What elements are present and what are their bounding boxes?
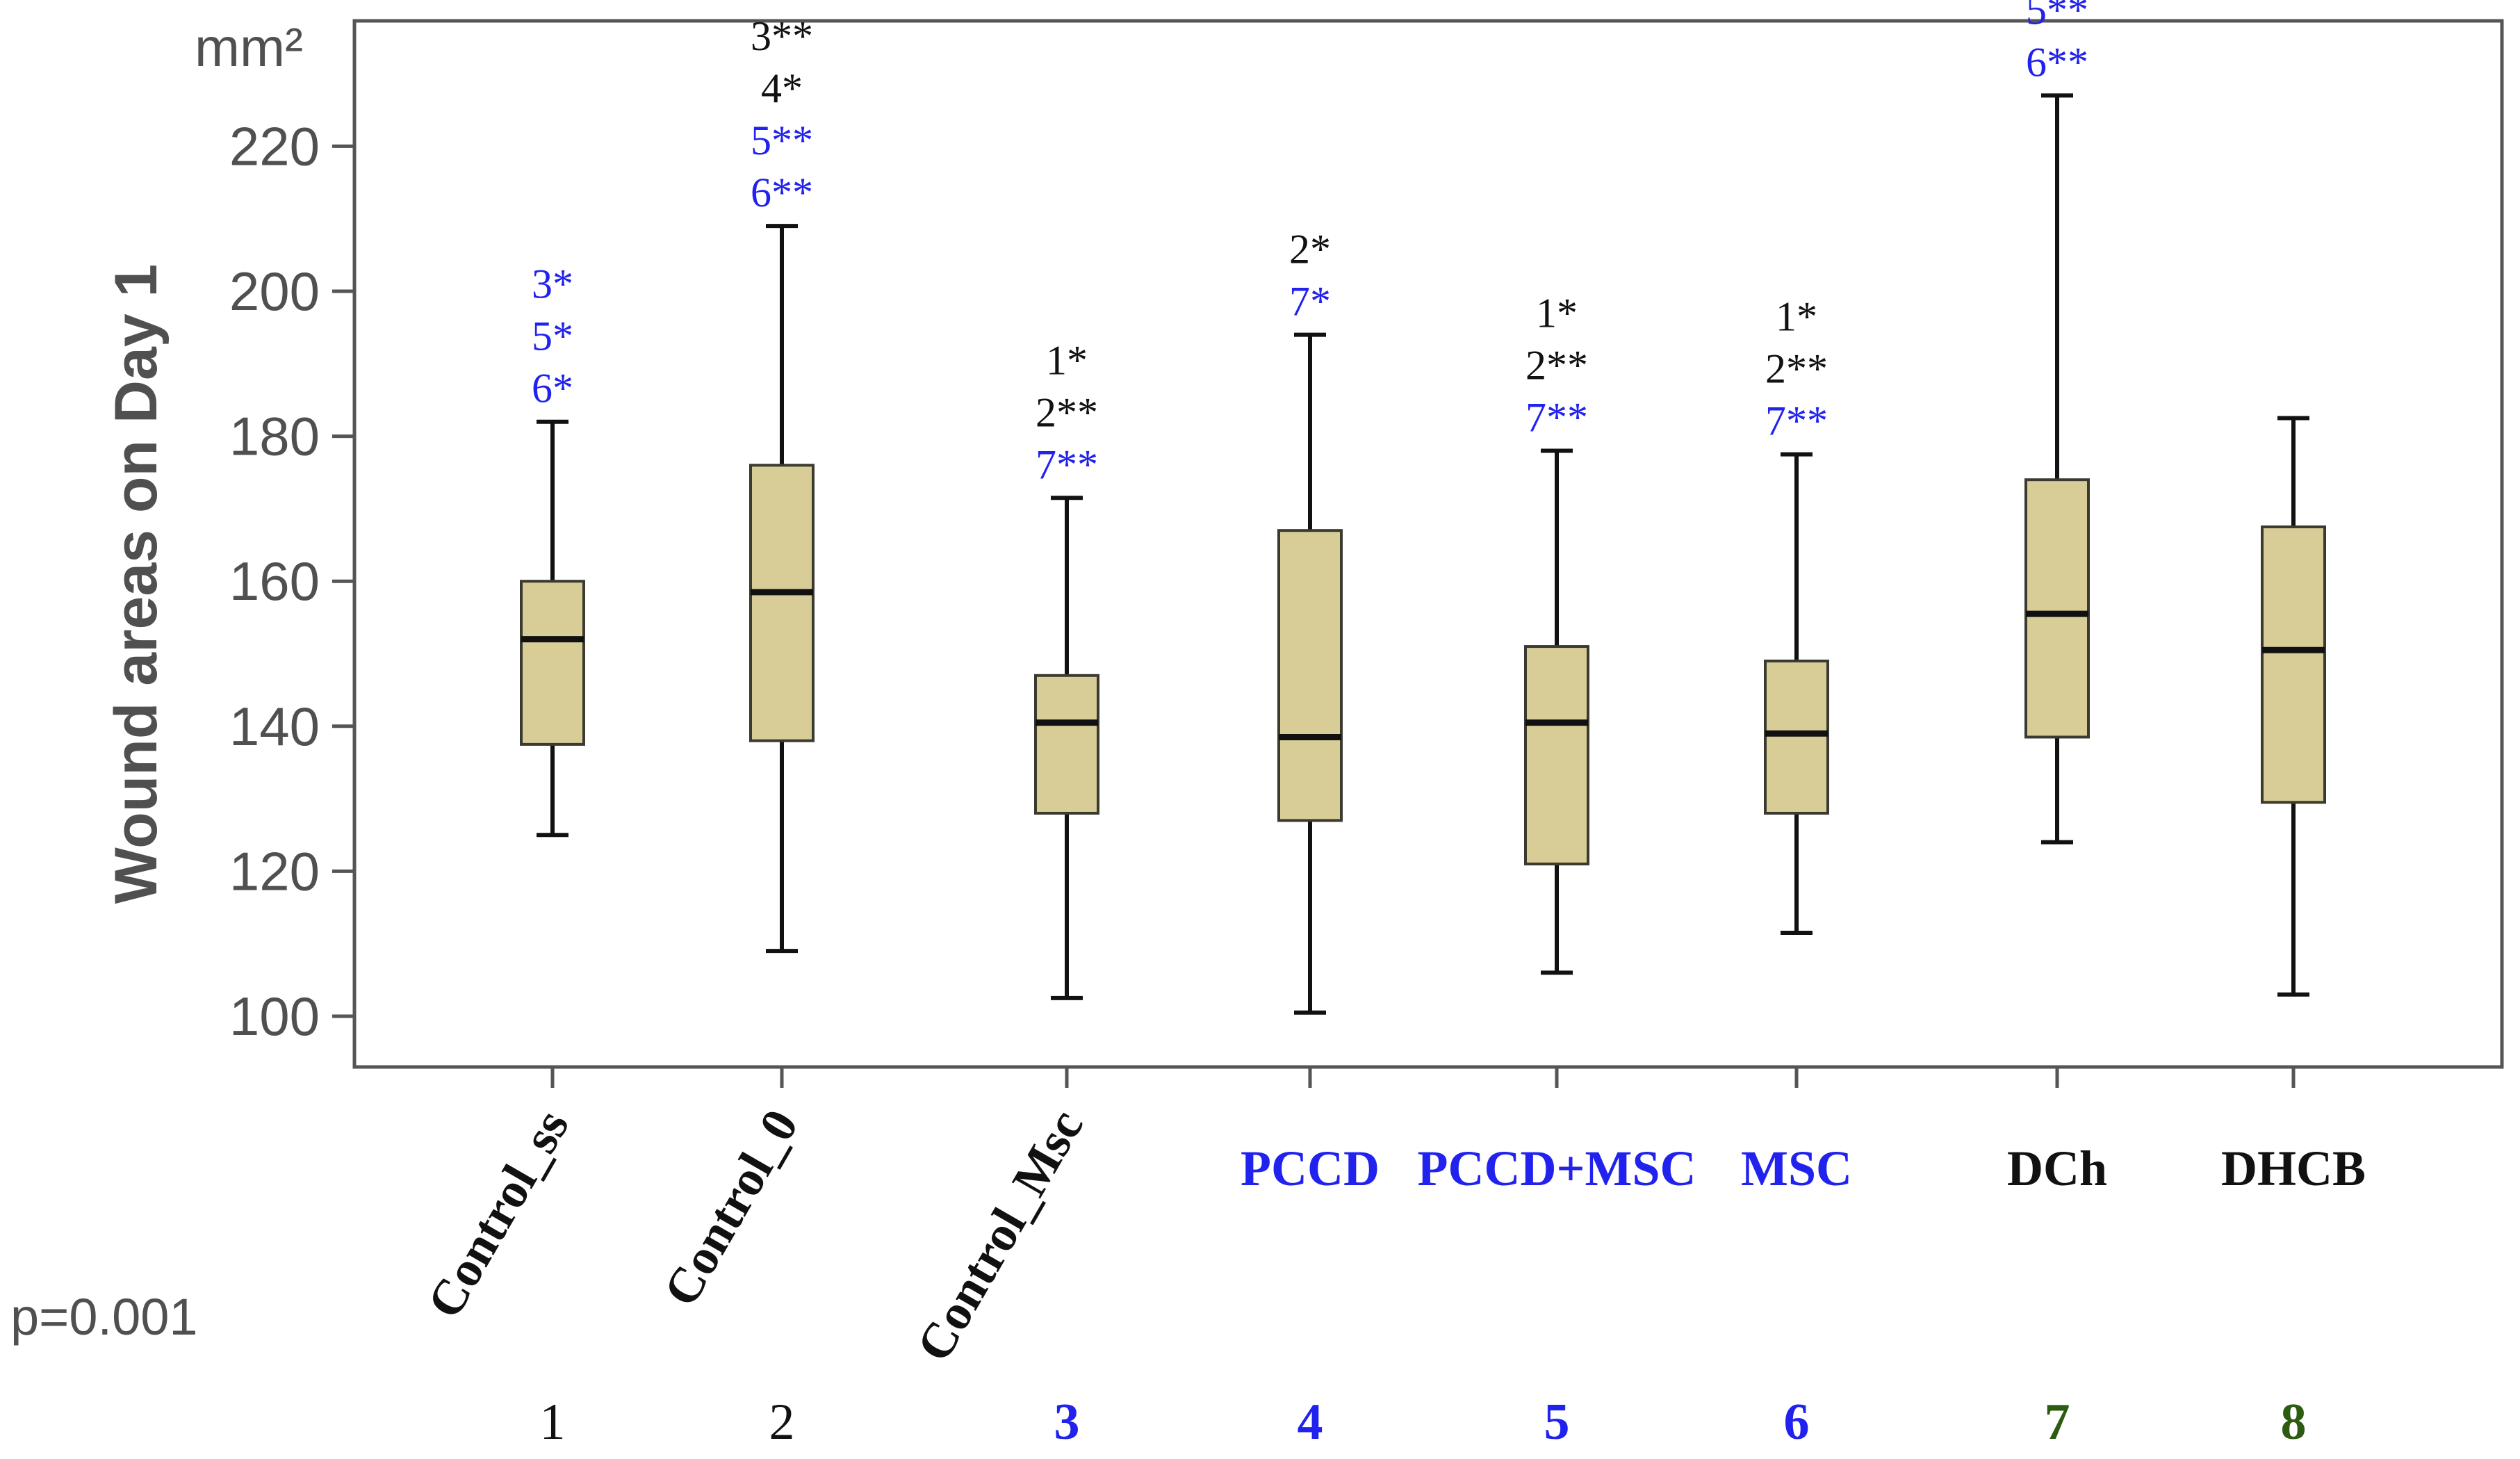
significance-annotation: 2* xyxy=(1289,227,1331,272)
group-number: 4 xyxy=(1298,1394,1323,1451)
significance-annotation: 5** xyxy=(751,117,813,163)
iqr-box xyxy=(2024,478,2090,739)
y-tick-label-160: 160 xyxy=(229,551,320,612)
significance-annotation: 5* xyxy=(532,313,573,359)
group-number: 8 xyxy=(2281,1394,2307,1451)
group-label: Control_ss xyxy=(416,1100,580,1327)
group-number: 3 xyxy=(1054,1394,1080,1451)
significance-annotation: 2** xyxy=(1525,342,1588,388)
group-dhcb: DHCB 8 xyxy=(2221,416,2366,1451)
y-tick-label-180: 180 xyxy=(229,406,320,467)
significance-annotation: 7** xyxy=(1036,441,1098,487)
y-axis-title: Wound areas on Day 1 xyxy=(103,264,170,904)
iqr-box xyxy=(2261,525,2326,804)
significance-annotation: 6* xyxy=(532,366,573,411)
group-pccd-msc: 1* 2** 7** PCCD+MSC 5 xyxy=(1418,290,1696,1451)
group-label: DHCB xyxy=(2221,1141,2366,1196)
significance-annotation: 2** xyxy=(1036,389,1098,435)
iqr-box xyxy=(1524,645,1589,865)
significance-annotation: 3* xyxy=(532,261,573,307)
significance-annotation: 4* xyxy=(761,65,803,111)
significance-annotation: 1* xyxy=(1776,294,1817,340)
significance-annotation: 1* xyxy=(1046,337,1088,383)
group-number: 6 xyxy=(1784,1394,1810,1451)
group-msc: 1* 2** 7** MSC 6 xyxy=(1741,294,1852,1451)
significance-annotation: 3** xyxy=(751,13,813,59)
iqr-box xyxy=(1764,659,1829,815)
significance-annotation: 7** xyxy=(1525,394,1588,440)
y-tick-label-220: 220 xyxy=(229,115,320,177)
iqr-box xyxy=(1277,529,1343,822)
group-label: MSC xyxy=(1741,1141,1852,1196)
group-control-0: 3** 4* 5** 6** Control_0 2 xyxy=(653,13,815,1451)
significance-annotation: 5** xyxy=(2026,0,2088,33)
y-tick-label-200: 200 xyxy=(229,261,320,322)
group-label: PCCD xyxy=(1241,1141,1380,1196)
y-tick-label-100: 100 xyxy=(229,986,320,1047)
group-number: 2 xyxy=(769,1394,795,1451)
iqr-box xyxy=(749,464,815,742)
significance-annotation: 7** xyxy=(1765,398,1828,444)
unit-label: mm² xyxy=(195,17,303,78)
p-value-text: p=0.001 xyxy=(10,1288,198,1346)
group-label: PCCD+MSC xyxy=(1418,1141,1696,1196)
significance-annotation: 7* xyxy=(1289,279,1331,325)
y-tick-label-140: 140 xyxy=(229,696,320,757)
group-number: 1 xyxy=(540,1394,566,1451)
iqr-box xyxy=(520,580,585,746)
group-number: 7 xyxy=(2045,1394,2070,1451)
group-control-msc: 1* 2** 7** Control_Msc 3 xyxy=(906,337,1099,1451)
group-label: Control_Msc xyxy=(906,1100,1094,1371)
group-label: DCh xyxy=(2007,1141,2107,1196)
significance-annotation: 1* xyxy=(1536,290,1578,336)
significance-annotation: 6** xyxy=(751,170,813,215)
group-control-ss: 3* 5* 6* Control_ss 1 xyxy=(416,261,585,1451)
significance-annotation: 2** xyxy=(1765,346,1828,392)
group-label: Control_0 xyxy=(653,1100,809,1315)
y-axis: 100 120 140 160 180 200 220 xyxy=(229,115,354,1047)
y-tick-label-120: 120 xyxy=(229,840,320,902)
plot-frame xyxy=(352,19,2504,1069)
boxes-layer: 3* 5* 6* Control_ss 1 3** 4* 5** 6** Control_0 2 1*… xyxy=(416,0,2366,1451)
significance-annotation: 6** xyxy=(2026,39,2088,85)
group-number: 5 xyxy=(1544,1394,1570,1451)
group-pccd: 2* 7* PCCD 4 xyxy=(1241,227,1380,1451)
iqr-box xyxy=(1034,674,1099,815)
